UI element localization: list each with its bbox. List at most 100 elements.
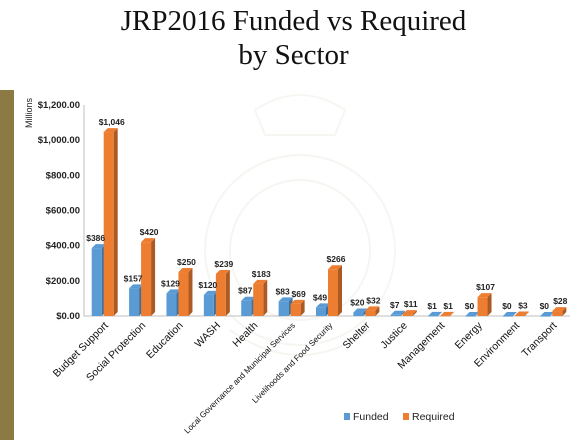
bar-required bbox=[477, 297, 488, 316]
legend-label-funded: Funded bbox=[353, 411, 389, 423]
x-category-label: WASH bbox=[192, 320, 222, 350]
bar-required bbox=[290, 303, 301, 316]
data-label-funded: $0 bbox=[502, 301, 512, 311]
bar-required-side bbox=[562, 307, 567, 316]
bar-funded bbox=[502, 316, 513, 317]
bar-funded-top bbox=[278, 297, 293, 302]
x-category-label: Energy bbox=[453, 319, 486, 352]
bar-required-side bbox=[188, 268, 193, 316]
x-category-label: Livelihoods and Food Security bbox=[250, 320, 335, 405]
data-label-funded: $157 bbox=[124, 273, 143, 283]
bar-required-top bbox=[328, 265, 342, 270]
bar-funded bbox=[353, 312, 364, 316]
legend-swatch-required bbox=[403, 413, 409, 420]
bar-funded-top bbox=[91, 244, 106, 249]
bar-required bbox=[365, 310, 376, 316]
data-label-required: $11 bbox=[404, 299, 418, 309]
bar-funded-top bbox=[203, 290, 218, 295]
bar-required-top bbox=[290, 299, 305, 304]
bar-required bbox=[440, 315, 451, 317]
data-label-required: $28 bbox=[553, 296, 567, 306]
data-label-funded: $20 bbox=[350, 297, 364, 307]
bar-required bbox=[103, 132, 114, 316]
y-tick-label: $800.00 bbox=[46, 170, 80, 181]
bar-funded bbox=[278, 301, 289, 316]
bar-funded-top bbox=[390, 310, 405, 315]
y-axis-ticks: $0.00 $200.00 $400.00 $600.00 $800.00 $1,000.… bbox=[38, 100, 80, 322]
bar-funded bbox=[203, 294, 214, 316]
bar-funded bbox=[428, 315, 439, 317]
bar-funded bbox=[316, 307, 326, 316]
bar-required-side bbox=[263, 279, 268, 316]
x-category-label: Transport bbox=[519, 320, 559, 360]
legend-swatch-funded bbox=[344, 413, 350, 420]
legend-label-required: Required bbox=[412, 411, 455, 423]
data-label-required: $183 bbox=[252, 269, 271, 279]
bar-required-top bbox=[477, 293, 492, 298]
y-tick-label: $1,200.00 bbox=[38, 100, 80, 111]
bar-funded-top bbox=[241, 296, 256, 301]
data-label-required: $3 bbox=[518, 300, 528, 310]
bar-funded bbox=[166, 293, 177, 316]
bar-funded bbox=[390, 314, 401, 316]
bar-required-top bbox=[514, 311, 529, 316]
x-category-label: Shelter bbox=[340, 319, 372, 351]
data-label-required: $1 bbox=[443, 301, 453, 311]
bar-required-side bbox=[524, 311, 529, 316]
bar-required bbox=[141, 242, 152, 316]
bar-required-top bbox=[141, 238, 156, 243]
y-tick-label: $600.00 bbox=[46, 206, 80, 217]
y-tick-label: $0.00 bbox=[56, 311, 80, 322]
data-label-funded: $7 bbox=[390, 300, 400, 310]
bar-required-side bbox=[375, 306, 380, 316]
y-tick-label: $200.00 bbox=[46, 276, 80, 287]
bar-required-side bbox=[300, 299, 305, 316]
bar-required bbox=[178, 272, 189, 316]
legend: Funded Required bbox=[344, 411, 455, 423]
data-label-required: $266 bbox=[327, 254, 346, 264]
bar-funded-top bbox=[166, 289, 181, 294]
bar-funded bbox=[129, 288, 140, 316]
bar-required-top bbox=[103, 128, 118, 133]
bar-required-top bbox=[402, 310, 417, 315]
bar-required-top bbox=[440, 311, 455, 316]
bar-funded-top bbox=[428, 311, 443, 316]
bar-required-top bbox=[215, 269, 230, 274]
bar-funded-top bbox=[353, 308, 368, 313]
data-label-funded: $83 bbox=[276, 286, 290, 296]
x-category-label: Justice bbox=[378, 320, 410, 352]
bar-funded bbox=[540, 316, 551, 317]
x-category-label: Education bbox=[144, 320, 186, 362]
bar-required-side bbox=[338, 265, 342, 316]
bar-funded bbox=[465, 316, 476, 317]
y-axis-title: Millions bbox=[24, 98, 34, 129]
chart-title-line-1: JRP2016 Funded vs Required bbox=[120, 5, 467, 37]
bar-funded bbox=[91, 248, 102, 316]
y-tick-label: $400.00 bbox=[46, 241, 80, 252]
data-label-funded: $1 bbox=[427, 301, 437, 311]
bar-required-top bbox=[365, 306, 380, 311]
bar-required-side bbox=[450, 311, 455, 316]
bar-required bbox=[253, 283, 264, 316]
bar-required-side bbox=[151, 238, 156, 316]
data-label-funded: $87 bbox=[238, 286, 252, 296]
chart-title: JRP2016 Funded vs Required by Sector bbox=[0, 4, 587, 72]
bar-funded-top bbox=[540, 312, 555, 316]
bar-required-side bbox=[487, 293, 492, 316]
bar-series bbox=[91, 128, 567, 317]
bar-funded bbox=[241, 300, 252, 316]
bar-required-top bbox=[178, 268, 193, 273]
data-label-required: $107 bbox=[476, 282, 495, 292]
data-label-required: $250 bbox=[177, 257, 196, 267]
data-label-required: $32 bbox=[366, 295, 380, 305]
bar-required bbox=[328, 269, 338, 316]
bar-funded-side bbox=[400, 310, 405, 316]
left-accent-bar bbox=[0, 90, 14, 440]
chart-title-line-2: by Sector bbox=[238, 39, 349, 71]
data-label-funded: $0 bbox=[540, 301, 550, 311]
data-label-funded: $120 bbox=[198, 280, 217, 290]
bar-funded-top bbox=[129, 284, 144, 289]
data-label-funded: $386 bbox=[86, 233, 105, 243]
data-label-funded: $129 bbox=[161, 278, 180, 288]
